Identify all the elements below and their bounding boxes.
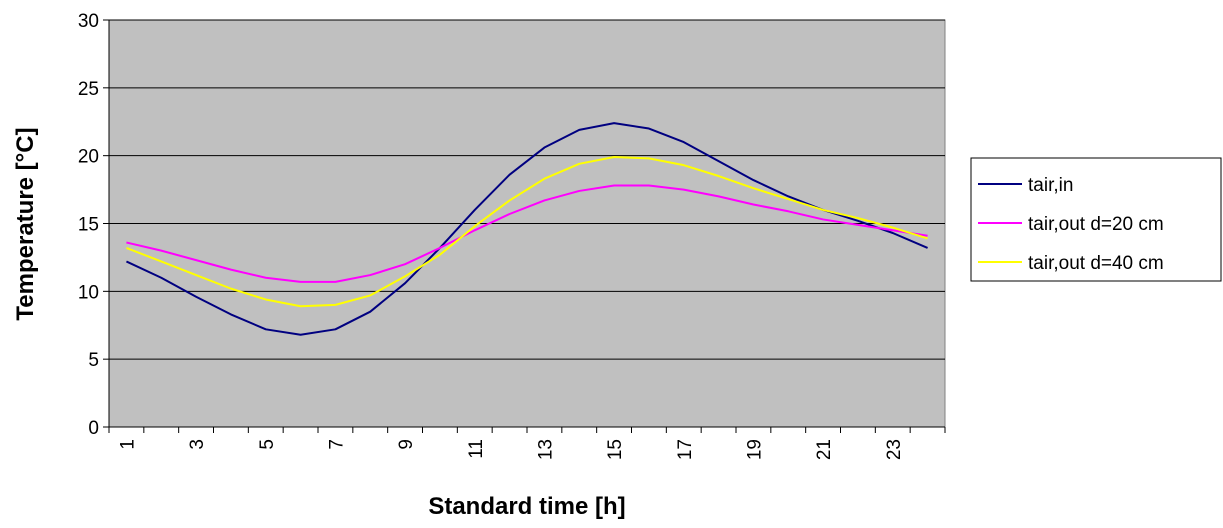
x-axis-ticks: 1 3 5 7 9 11 13 15 17 19 21 23 xyxy=(108,427,946,460)
x-axis-title: Standard time [h] xyxy=(428,493,625,520)
x-tick-label: 1 xyxy=(117,439,138,450)
legend-box xyxy=(970,157,1222,282)
y-tick-label: 15 xyxy=(78,215,99,236)
x-tick-label: 13 xyxy=(535,439,556,460)
y-tick-label: 30 xyxy=(78,11,99,32)
legend-label-3: tair,out d=40 cm xyxy=(1028,253,1164,274)
legend-label-1: tair,in xyxy=(1028,175,1073,196)
y-tick-label: 20 xyxy=(78,147,99,168)
x-tick-label: 15 xyxy=(605,439,626,460)
x-tick-label: 23 xyxy=(884,439,905,460)
series-line-1 xyxy=(125,122,928,336)
x-tick-label: 21 xyxy=(814,439,835,460)
legend: tair,in tair,out d=20 cm tair,out d=40 cm xyxy=(970,157,1222,282)
series-line-3 xyxy=(126,156,928,308)
x-tick-label: 3 xyxy=(187,439,208,450)
series-lines xyxy=(125,122,928,336)
legend-label-2: tair,out d=20 cm xyxy=(1028,214,1164,235)
x-tick-label: 9 xyxy=(396,439,417,450)
y-axis-ticks: 0 5 10 15 20 25 30 xyxy=(78,11,109,439)
series-line-2 xyxy=(126,184,928,283)
x-tick-label: 11 xyxy=(466,439,487,459)
x-tick-label: 5 xyxy=(257,439,278,450)
y-tick-label: 0 xyxy=(88,418,99,439)
y-axis-title: Temperature [°C] xyxy=(12,127,39,320)
x-tick-label: 17 xyxy=(675,439,696,460)
grid-lines xyxy=(109,19,945,360)
x-tick-label: 7 xyxy=(326,439,347,450)
y-tick-label: 25 xyxy=(78,79,99,100)
y-tick-label: 5 xyxy=(88,350,99,371)
x-tick-label: 19 xyxy=(744,439,765,460)
y-tick-label: 10 xyxy=(78,282,99,303)
